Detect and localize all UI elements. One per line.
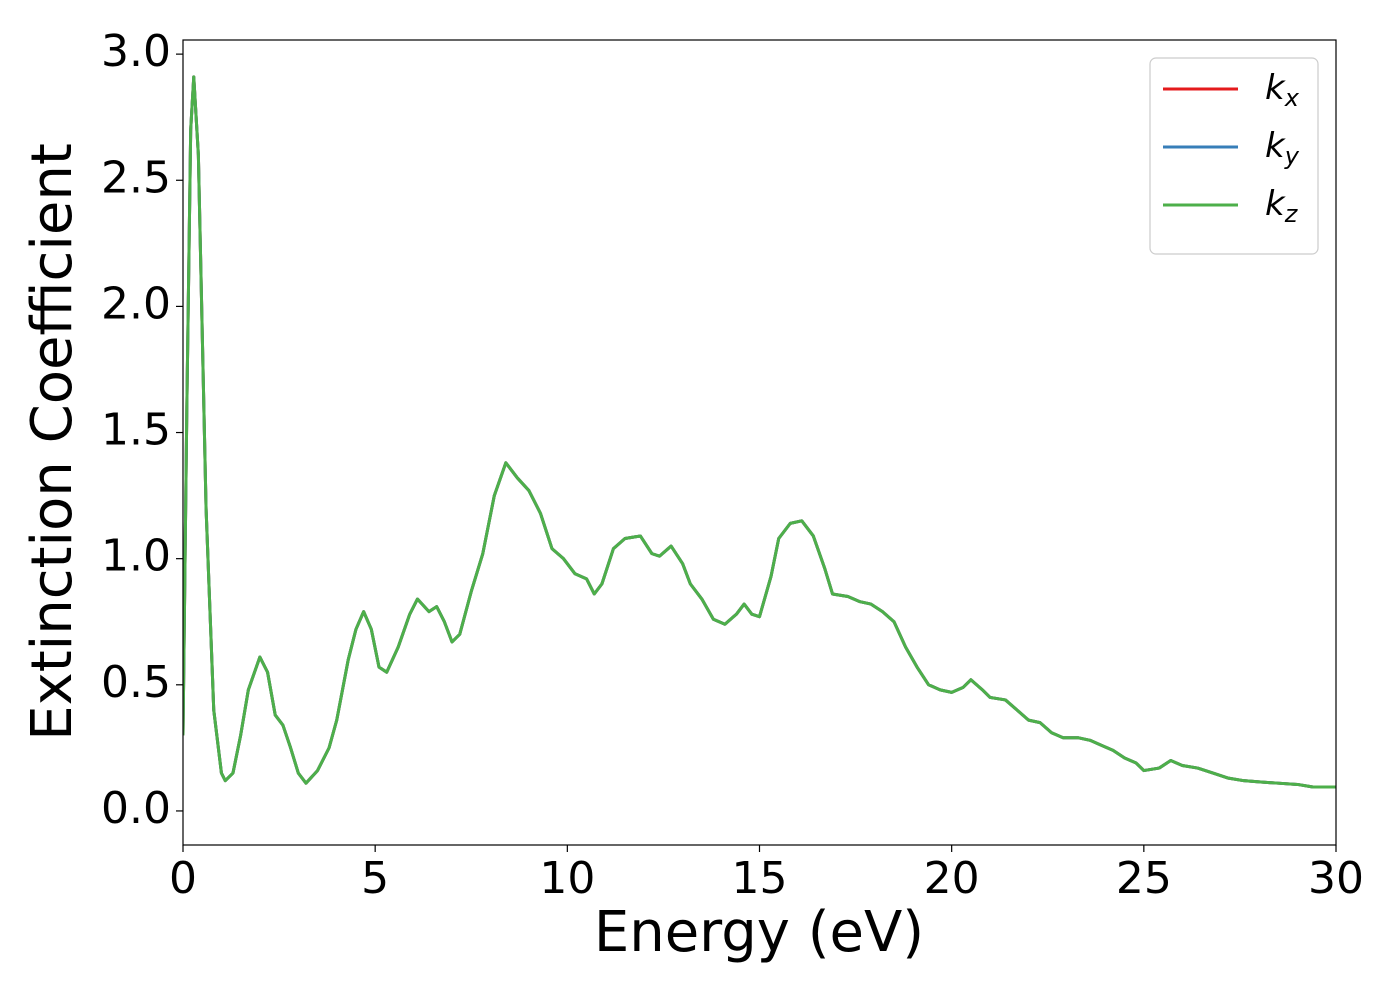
line-series xyxy=(183,75,1336,789)
plot-frame xyxy=(182,39,1337,846)
legend-label: kx xyxy=(1265,68,1300,113)
legend-label: ky xyxy=(1265,126,1300,171)
y-tick-label: 1.5 xyxy=(101,405,171,456)
y-tick-label: 0.0 xyxy=(101,783,171,834)
legend-label: kz xyxy=(1265,184,1299,229)
x-tick-label: 30 xyxy=(1308,853,1364,904)
y-axis-label: Extinction Coefficient xyxy=(20,143,85,741)
x-tick-label: 25 xyxy=(1116,853,1172,904)
x-tick-label: 0 xyxy=(169,853,197,904)
y-tick-label: 2.5 xyxy=(101,152,171,203)
x-tick-label: 15 xyxy=(732,853,788,904)
x-tick-label: 10 xyxy=(539,853,595,904)
y-tick-label: 0.5 xyxy=(101,657,171,708)
x-tick-label: 20 xyxy=(924,853,980,904)
y-tick-label: 1.0 xyxy=(101,531,171,582)
x-axis-label: Energy (eV) xyxy=(594,900,924,965)
x-tick-label: 5 xyxy=(361,853,389,904)
y-tick-label: 2.0 xyxy=(101,278,171,329)
y-tick-label: 3.0 xyxy=(101,26,171,77)
